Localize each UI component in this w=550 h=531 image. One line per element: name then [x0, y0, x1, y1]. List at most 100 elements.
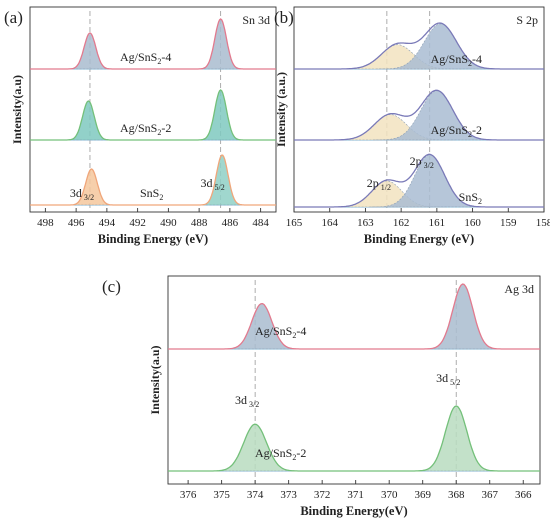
sample-label: Ag/SnS2-4	[120, 50, 171, 66]
x-tick-label: 484	[252, 217, 269, 229]
sample-label-sub: 2	[292, 331, 296, 340]
sample-label-sub: 2	[159, 193, 163, 202]
x-tick-label: 373	[280, 489, 297, 501]
component-label: 3d 3/2	[70, 186, 94, 202]
y-axis-label: Intensity (a.u.)	[274, 72, 288, 147]
sample-label: Ag/SnS2-4	[255, 324, 306, 340]
sample-label-main: SnS	[140, 186, 159, 200]
sample-label-main: Ag/SnS	[431, 52, 468, 66]
x-tick-label: 163	[357, 217, 374, 229]
spectrum-1: Ag/SnS2-4	[294, 22, 544, 70]
element-label: Ag 3d	[504, 282, 534, 296]
spectrum-2: Ag/SnS2-2	[294, 89, 544, 141]
sample-label-main: Ag/SnS	[255, 446, 292, 460]
x-tick-label: 375	[213, 489, 230, 501]
panel-label: (b)	[274, 8, 294, 27]
component-label-sub: 3/2	[247, 400, 259, 409]
envelope-curve	[294, 22, 544, 70]
envelope-curve	[168, 283, 540, 350]
x-tick-label: 159	[500, 217, 517, 229]
spectrum-2: Ag/SnS2-2	[30, 89, 276, 141]
envelope-curve	[30, 18, 276, 70]
sample-label-sub: 2	[468, 59, 472, 68]
sample-label-sub: 2	[478, 197, 482, 206]
x-tick-label: 486	[222, 217, 239, 229]
x-tick-label: 494	[99, 217, 116, 229]
x-tick-label: 498	[37, 217, 54, 229]
sample-label-sub: 2	[157, 128, 161, 137]
x-tick-label: 490	[160, 217, 177, 229]
sample-label: Ag/SnS2-2	[431, 123, 482, 139]
component-peak	[197, 89, 244, 141]
element-label: Sn 3d	[242, 13, 270, 27]
sample-label-tail: -2	[296, 446, 306, 460]
y-axis-label: Intensity(a.u)	[10, 75, 24, 144]
component-label: 3d 3/2	[235, 393, 259, 409]
x-axis-label: Binding Energy(eV)	[300, 504, 407, 518]
component-label-main: 3d	[436, 371, 448, 385]
plot-frame	[167, 275, 541, 485]
x-tick-label: 367	[481, 489, 498, 501]
component-peak	[422, 283, 504, 350]
x-tick-label: 368	[448, 489, 465, 501]
sample-label: SnS2	[459, 190, 482, 206]
envelope-curve	[168, 405, 540, 472]
component-label: 2p 3/2	[410, 154, 434, 170]
spectrum-1: Ag/SnS2-4	[30, 18, 276, 70]
x-tick-label: 158	[536, 217, 550, 229]
component-label-main: 2p	[410, 154, 422, 168]
component-label-main: 2p	[367, 176, 379, 190]
x-tick-label: 492	[129, 217, 146, 229]
component-label-main: 3d	[70, 186, 82, 200]
x-tick-label: 165	[286, 217, 303, 229]
panel-label: (a)	[4, 8, 23, 27]
x-tick-label: 160	[464, 217, 481, 229]
x-tick-label: 164	[321, 217, 338, 229]
sample-label: SnS2	[140, 186, 163, 202]
x-tick-label: 369	[414, 489, 431, 501]
x-tick-label: 496	[68, 217, 85, 229]
component-label-sub: 3/2	[82, 193, 94, 202]
component-label: 3d 5/2	[201, 176, 225, 192]
x-tick-label: 370	[381, 489, 398, 501]
x-tick-label: 371	[347, 489, 364, 501]
sample-label-main: Ag/SnS	[120, 50, 157, 64]
component-label-sub: 5/2	[448, 378, 460, 387]
sample-label: Ag/SnS2-2	[255, 446, 306, 462]
sample-label-tail: -4	[161, 50, 171, 64]
element-label: S 2p	[516, 13, 538, 27]
x-tick-label: 488	[191, 217, 208, 229]
component-label: 2p 1/2	[367, 176, 391, 192]
x-tick-label: 162	[393, 217, 410, 229]
envelope-curve	[294, 153, 544, 208]
sample-label-tail: -2	[472, 123, 482, 137]
x-tick-label: 374	[247, 489, 264, 501]
envelope-curve	[30, 154, 276, 206]
spectrum-3: SnS2	[30, 154, 276, 206]
component-label-sub: 1/2	[379, 183, 391, 192]
sample-label-sub: 2	[157, 57, 161, 66]
sample-label: Ag/SnS2-2	[120, 121, 171, 137]
y-axis-label: Intensity(a.u)	[148, 345, 162, 414]
plot-frame	[29, 6, 277, 213]
component-label-sub: 3/2	[422, 161, 434, 170]
x-tick-label: 376	[180, 489, 197, 501]
sample-label-tail: -2	[161, 121, 171, 135]
sample-label-tail: -4	[472, 52, 482, 66]
component-label: 3d 5/2	[436, 371, 460, 387]
sample-label-main: Ag/SnS	[431, 123, 468, 137]
component-label-main: 3d	[201, 176, 213, 190]
sample-label-main: Ag/SnS	[255, 324, 292, 338]
sample-label-main: Ag/SnS	[120, 121, 157, 135]
x-axis-label: Binding Energy (eV)	[98, 232, 208, 246]
x-tick-label: 366	[515, 489, 532, 501]
sample-label-sub: 2	[468, 130, 472, 139]
sample-label-main: SnS	[459, 190, 478, 204]
component-peak	[413, 405, 500, 472]
sample-label-tail: -4	[296, 324, 306, 338]
spectrum-1: Ag/SnS2-4	[168, 283, 540, 350]
